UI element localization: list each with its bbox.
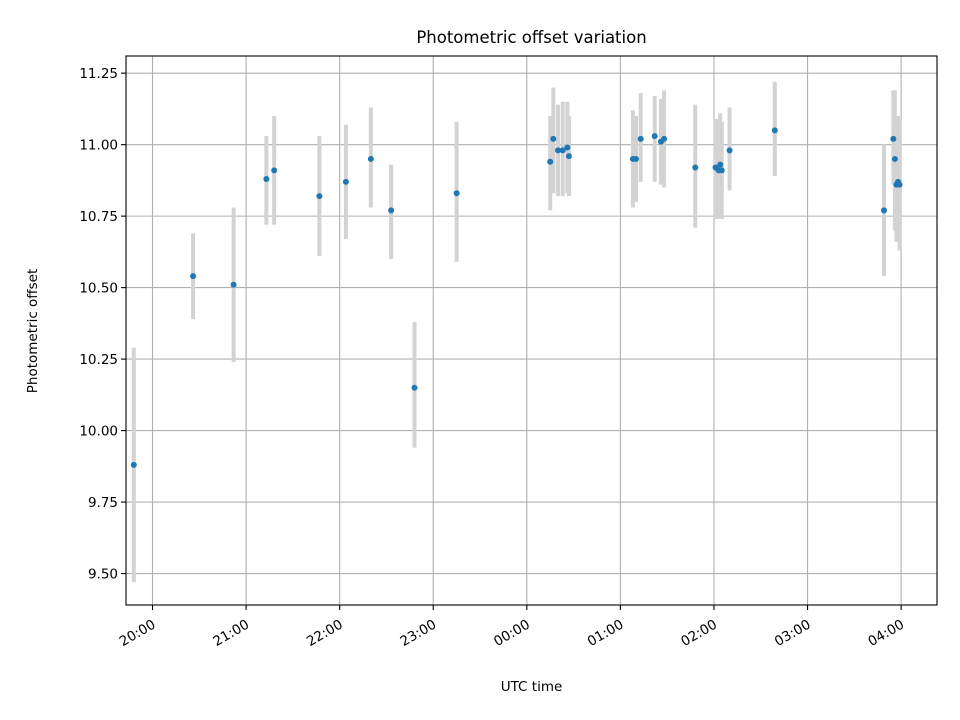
y-axis-label: Photometric offset [25,269,41,393]
data-point [388,207,395,214]
data-point [550,135,557,142]
data-point [316,193,323,200]
data-point [559,147,566,154]
point-layer [130,127,903,468]
y-tick-label: 10.00 [79,424,118,440]
data-point [367,155,374,162]
data-point [891,155,898,162]
y-tick-label: 9.75 [88,495,118,511]
x-tick-label: 23:00 [398,617,440,650]
data-point [271,167,278,174]
x-tick-label: 00:00 [491,617,533,650]
y-tick-label: 9.50 [88,567,118,583]
x-tick-label: 03:00 [772,617,814,650]
data-point [190,273,197,280]
data-point [771,127,778,134]
x-tick-label: 22:00 [304,617,346,650]
x-tick-label: 20:00 [117,617,159,650]
data-point [453,190,460,197]
grid-layer [126,56,937,605]
x-tick-label: 01:00 [585,617,627,650]
x-axis-label: UTC time [501,679,563,695]
data-point [718,167,725,174]
data-point [555,147,562,154]
data-point [692,164,699,171]
data-point [263,175,270,182]
data-point [130,461,137,468]
data-point [342,178,349,185]
y-tick-label: 10.25 [79,352,118,368]
chart-title: Photometric offset variation [416,28,646,47]
data-point [230,281,237,288]
data-point [411,384,418,391]
data-point [637,135,644,142]
data-point [880,207,887,214]
plot-frame [125,55,938,606]
data-point [890,135,897,142]
data-point [565,153,572,160]
data-point [661,135,668,142]
errorbar-layer [131,81,902,583]
tick-layer: 20:00 21:00 22:00 23:00 00:00 01:00 02:00 03:00… [79,66,907,650]
y-tick-label: 10.75 [79,209,118,225]
y-tick-label: 11.00 [79,138,118,154]
data-point [564,144,571,151]
data-point [632,155,639,162]
y-tick-label: 10.50 [79,281,118,297]
y-tick-label: 11.25 [79,66,118,82]
data-point [896,181,903,188]
x-tick-label: 02:00 [678,617,720,650]
x-tick-label: 21:00 [210,617,252,650]
data-point [717,161,724,168]
data-point [547,158,554,165]
data-point [651,133,658,140]
x-tick-label: 04:00 [865,617,907,650]
data-point [726,147,733,154]
